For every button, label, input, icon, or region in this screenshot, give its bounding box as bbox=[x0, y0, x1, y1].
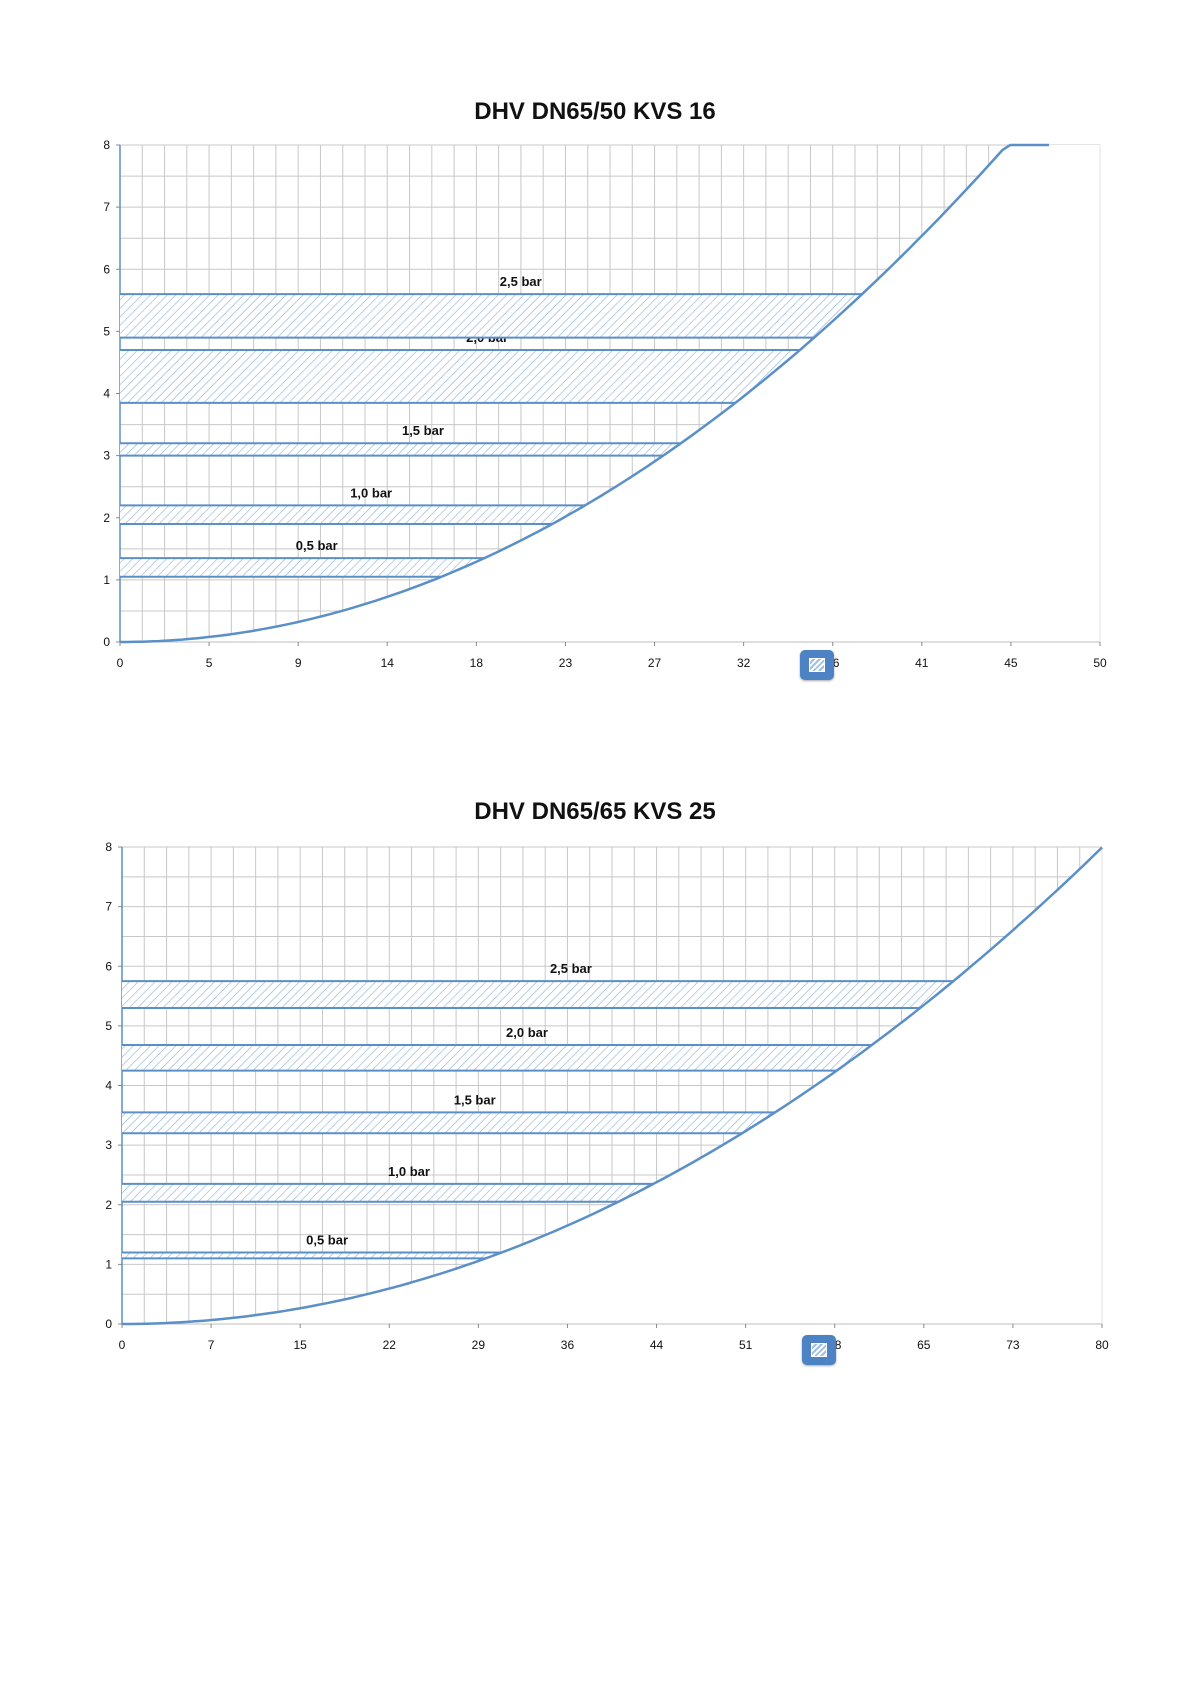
y-tick-label: 4 bbox=[103, 387, 110, 401]
y-tick-label: 1 bbox=[105, 1257, 112, 1271]
y-tick-label: 8 bbox=[103, 138, 110, 152]
chart-title: DHV DN65/65 KVS 25 bbox=[474, 798, 716, 825]
x-tick-label: 32 bbox=[737, 656, 751, 670]
band-label: 0,5 bar bbox=[296, 538, 338, 553]
band-label: 1,0 bar bbox=[388, 1164, 430, 1179]
y-tick-label: 1 bbox=[103, 573, 110, 587]
y-tick-label: 0 bbox=[103, 635, 110, 649]
y-tick-label: 0 bbox=[105, 1317, 112, 1331]
chart-plot: 0,5 bar 1,0 bar 1,5 bar 2,0 bar 2,5 bar 0 1 2 3 4… bbox=[105, 840, 1109, 1352]
legend-toggle-button[interactable] bbox=[800, 650, 834, 680]
below-curve-area bbox=[120, 145, 1100, 642]
y-tick-label: 3 bbox=[105, 1138, 112, 1152]
x-tick-label: 27 bbox=[648, 656, 662, 670]
x-tick-label: 50 bbox=[1093, 656, 1107, 670]
x-tick-label: 36 bbox=[561, 1338, 575, 1352]
y-tick-label: 5 bbox=[105, 1019, 112, 1033]
band-label: 1,5 bar bbox=[454, 1092, 496, 1107]
y-tick-label: 2 bbox=[103, 511, 110, 525]
x-tick-label: 73 bbox=[1006, 1338, 1020, 1352]
band-label: 1,5 bar bbox=[402, 423, 444, 438]
y-tick-label: 4 bbox=[105, 1079, 112, 1093]
chart-dn65-50: DHV DN65/50 KVS 16 0,5 bar 1,0 bar 1,5 bar… bbox=[0, 80, 1190, 680]
x-tick-label: 0 bbox=[119, 1338, 126, 1352]
band-label: 2,5 bar bbox=[500, 274, 542, 289]
x-tick-label: 23 bbox=[559, 656, 573, 670]
x-tick-label: 14 bbox=[381, 656, 395, 670]
band-label: 2,0 bar bbox=[506, 1025, 548, 1040]
kvs-curve-line bbox=[120, 143, 1049, 644]
x-tick-label: 45 bbox=[1004, 656, 1018, 670]
x-tick-label: 29 bbox=[472, 1338, 486, 1352]
hatch-swatch-icon bbox=[811, 1343, 827, 1357]
y-tick-label: 5 bbox=[103, 324, 110, 338]
chart-dn65-65: DHV DN65/65 KVS 25 0,5 bar 1,0 bar 1,5 bar… bbox=[0, 780, 1190, 1380]
hatch-swatch-icon bbox=[809, 658, 825, 672]
x-tick-label: 80 bbox=[1095, 1338, 1109, 1352]
x-tick-label: 9 bbox=[295, 656, 302, 670]
legend-toggle-button[interactable] bbox=[802, 1335, 836, 1365]
x-tick-label: 7 bbox=[208, 1338, 215, 1352]
x-tick-label: 22 bbox=[383, 1338, 397, 1352]
x-tick-label: 15 bbox=[294, 1338, 308, 1352]
below-curve-area bbox=[122, 847, 1102, 1324]
x-tick-label: 51 bbox=[739, 1338, 753, 1352]
x-tick-label: 44 bbox=[650, 1338, 664, 1352]
grid bbox=[121, 846, 1103, 1325]
kvs-curve-line bbox=[122, 846, 1103, 1326]
y-tick-label: 3 bbox=[103, 449, 110, 463]
y-tick-label: 6 bbox=[105, 959, 112, 973]
x-tick-label: 41 bbox=[915, 656, 929, 670]
x-tick-label: 5 bbox=[206, 656, 213, 670]
band-label: 0,5 bar bbox=[306, 1232, 348, 1247]
x-tick-label: 18 bbox=[470, 656, 484, 670]
chart-title: DHV DN65/50 KVS 16 bbox=[474, 98, 716, 125]
band-label: 1,0 bar bbox=[350, 485, 392, 500]
y-tick-label: 2 bbox=[105, 1198, 112, 1212]
y-tick-label: 6 bbox=[103, 262, 110, 276]
y-tick-label: 7 bbox=[105, 900, 112, 914]
band-label: 2,5 bar bbox=[550, 961, 592, 976]
y-tick-label: 8 bbox=[105, 840, 112, 854]
x-tick-label: 65 bbox=[917, 1338, 931, 1352]
x-tick-label: 0 bbox=[117, 656, 124, 670]
y-tick-label: 7 bbox=[103, 200, 110, 214]
